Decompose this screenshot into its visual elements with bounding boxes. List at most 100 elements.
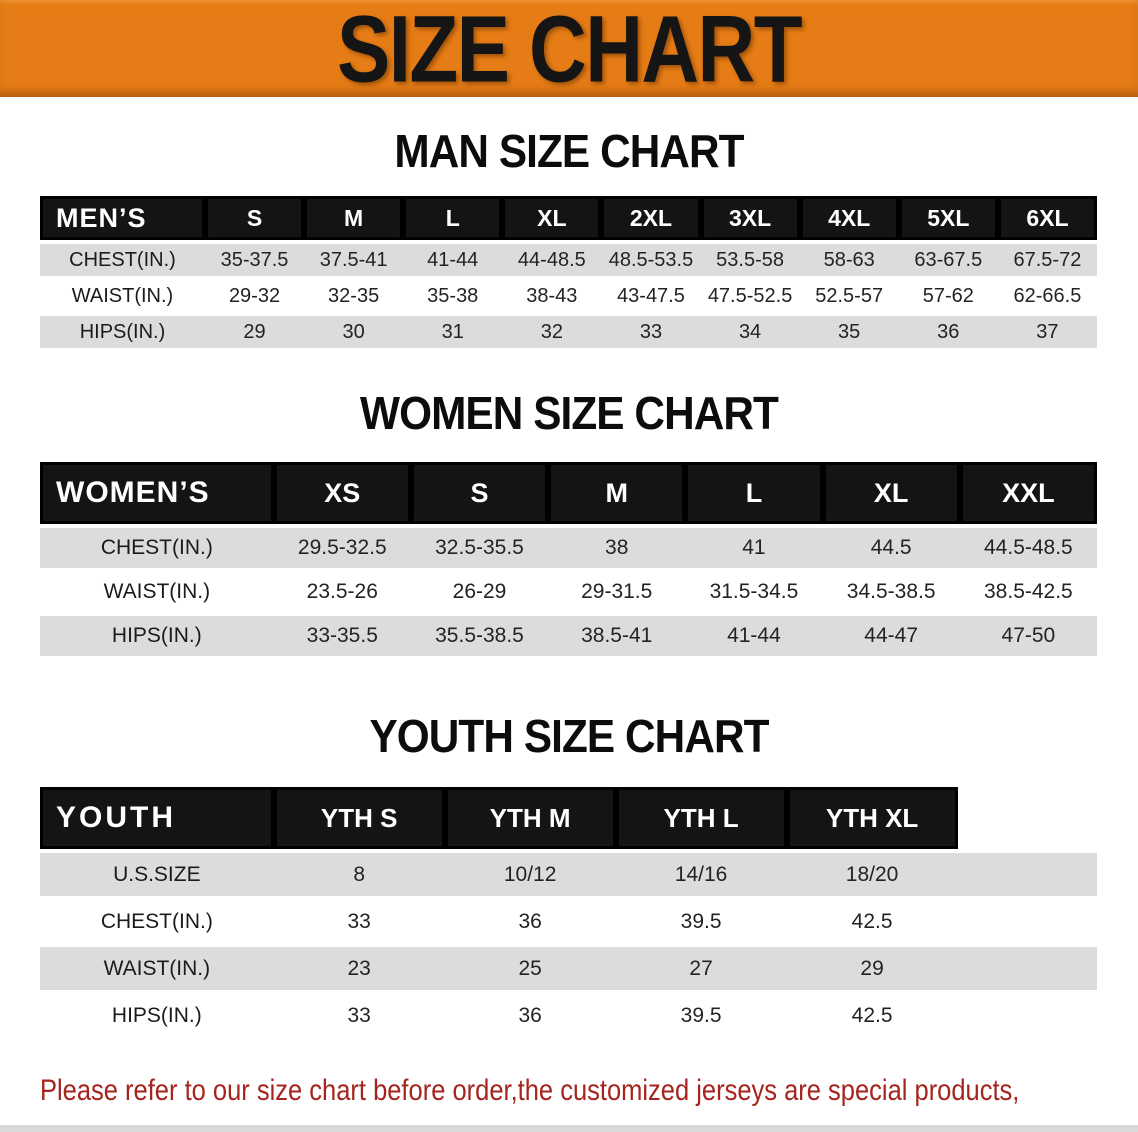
table-header-label: YOUTH <box>40 787 274 849</box>
column-header: L <box>403 196 503 240</box>
table-cell: 52.5-57 <box>799 280 899 312</box>
banner: SIZE CHART <box>0 0 1138 97</box>
filler-cell <box>958 900 1097 943</box>
table-cell: 41-44 <box>685 616 823 656</box>
filler-cell <box>957 947 1097 990</box>
table-cell: 32 <box>502 316 602 348</box>
column-header: 6XL <box>997 196 1097 240</box>
column-header: YTH M <box>444 787 616 849</box>
row-label: CHEST(IN.) <box>40 528 274 568</box>
table-row: WAIST(IN.) 29-32 32-35 35-38 38-43 43-47.5 47.… <box>40 280 1097 312</box>
men-size-table: MEN’S S M L XL 2XL 3XL 4XL 5XL 6XL CHEST(IN.) 35-37… <box>40 192 1097 352</box>
table-cell: 31.5-34.5 <box>685 572 823 612</box>
table-cell: 29 <box>786 947 958 990</box>
column-header: S <box>204 196 305 240</box>
banner-title: SIZE CHART <box>337 0 803 102</box>
table-row: CHEST(IN.) 29.5-32.5 32.5-35.5 38 41 44.5 44.5… <box>40 528 1097 568</box>
table-row: HIPS(IN.) 33 36 39.5 42.5 <box>40 994 1097 1037</box>
row-label: HIPS(IN.) <box>40 316 205 348</box>
column-header: YTH S <box>273 787 445 849</box>
men-section: MAN SIZE CHART MEN’S S M L XL 2XL 3XL 4XL 5XL 6XL… <box>0 128 1138 352</box>
table-cell: 36 <box>898 316 998 348</box>
youth-section-title: YOUTH SIZE CHART <box>369 710 769 762</box>
column-header: M <box>304 196 404 240</box>
table-cell: 35 <box>799 316 899 348</box>
table-cell: 63-67.5 <box>898 244 998 276</box>
table-cell: 62-66.5 <box>997 280 1097 312</box>
column-header: 5XL <box>898 196 998 240</box>
table-cell: 43-47.5 <box>601 280 701 312</box>
table-header-row: WOMEN’S XS S M L XL XXL <box>40 462 1097 524</box>
table-header-row: YOUTH YTH S YTH M YTH L YTH XL <box>40 787 1097 849</box>
table-cell: 10/12 <box>444 853 616 896</box>
table-cell: 29-31.5 <box>548 572 686 612</box>
row-label: HIPS(IN.) <box>40 616 274 656</box>
row-label: WAIST(IN.) <box>40 280 205 312</box>
table-cell: 25 <box>444 947 616 990</box>
table-cell: 31 <box>403 316 503 348</box>
filler-cell <box>958 787 1097 849</box>
table-cell: 33 <box>273 994 445 1037</box>
table-cell: 67.5-72 <box>997 244 1097 276</box>
table-cell: 27 <box>615 947 787 990</box>
table-row: WAIST(IN.) 23.5-26 26-29 29-31.5 31.5-34.5 34… <box>40 572 1097 612</box>
table-cell: 48.5-53.5 <box>601 244 701 276</box>
disclaimer-line-1: Please refer to our size chart before or… <box>40 1074 1020 1107</box>
youth-size-table: YOUTH YTH S YTH M YTH L YTH XL U.S.SIZE 8 10/12… <box>40 783 1097 1041</box>
youth-section: YOUTH SIZE CHART YOUTH YTH S YTH M YTH L YTH… <box>0 713 1138 1041</box>
table-cell: 29.5-32.5 <box>273 528 411 568</box>
table-cell: 33 <box>601 316 701 348</box>
table-cell: 47.5-52.5 <box>700 280 800 312</box>
column-header: XS <box>273 462 411 524</box>
table-cell: 44.5 <box>822 528 960 568</box>
row-label: HIPS(IN.) <box>40 994 274 1037</box>
row-label: U.S.SIZE <box>40 853 274 896</box>
table-row: HIPS(IN.) 29 30 31 32 33 34 35 36 37 <box>40 316 1097 348</box>
table-cell: 41-44 <box>403 244 503 276</box>
table-cell: 47-50 <box>959 616 1097 656</box>
column-header: 2XL <box>601 196 701 240</box>
column-header: XXL <box>959 462 1097 524</box>
table-cell: 39.5 <box>615 994 787 1037</box>
women-section: WOMEN SIZE CHART WOMEN’S XS S M L XL XXL CHEST(… <box>0 390 1138 660</box>
table-cell: 23.5-26 <box>273 572 411 612</box>
table-cell: 14/16 <box>615 853 787 896</box>
table-cell: 38 <box>548 528 686 568</box>
disclaimer: Please refer to our size chart before or… <box>40 1067 1100 1132</box>
men-section-title: MAN SIZE CHART <box>394 125 744 177</box>
table-cell: 44-47 <box>822 616 960 656</box>
table-cell: 29-32 <box>204 280 305 312</box>
filler-cell <box>957 853 1097 896</box>
table-cell: 18/20 <box>786 853 958 896</box>
women-size-table: WOMEN’S XS S M L XL XXL CHEST(IN.) 29.5-32.5 32.5… <box>40 458 1097 660</box>
row-label: CHEST(IN.) <box>40 244 205 276</box>
table-cell: 41 <box>685 528 823 568</box>
column-header: 4XL <box>799 196 899 240</box>
table-cell: 36 <box>444 994 616 1037</box>
table-header-label: MEN’S <box>40 196 205 240</box>
column-header: XL <box>502 196 602 240</box>
column-header: S <box>410 462 549 524</box>
table-cell: 34 <box>700 316 800 348</box>
table-cell: 8 <box>273 853 445 896</box>
table-cell: 32.5-35.5 <box>410 528 549 568</box>
table-cell: 38-43 <box>502 280 602 312</box>
filler-cell <box>958 994 1097 1037</box>
table-cell: 23 <box>273 947 445 990</box>
column-header: YTH L <box>615 787 787 849</box>
table-cell: 34.5-38.5 <box>822 572 960 612</box>
column-header: M <box>548 462 686 524</box>
row-label: WAIST(IN.) <box>40 572 274 612</box>
table-cell: 57-62 <box>898 280 998 312</box>
table-cell: 37.5-41 <box>304 244 404 276</box>
table-cell: 38.5-42.5 <box>959 572 1097 612</box>
table-cell: 37 <box>997 316 1097 348</box>
women-section-title: WOMEN SIZE CHART <box>360 387 779 439</box>
column-header: YTH XL <box>786 787 958 849</box>
table-cell: 35-37.5 <box>204 244 305 276</box>
table-cell: 42.5 <box>786 900 958 943</box>
table-cell: 44-48.5 <box>502 244 602 276</box>
row-label: WAIST(IN.) <box>40 947 274 990</box>
bottom-edge-strip <box>0 1125 1138 1132</box>
